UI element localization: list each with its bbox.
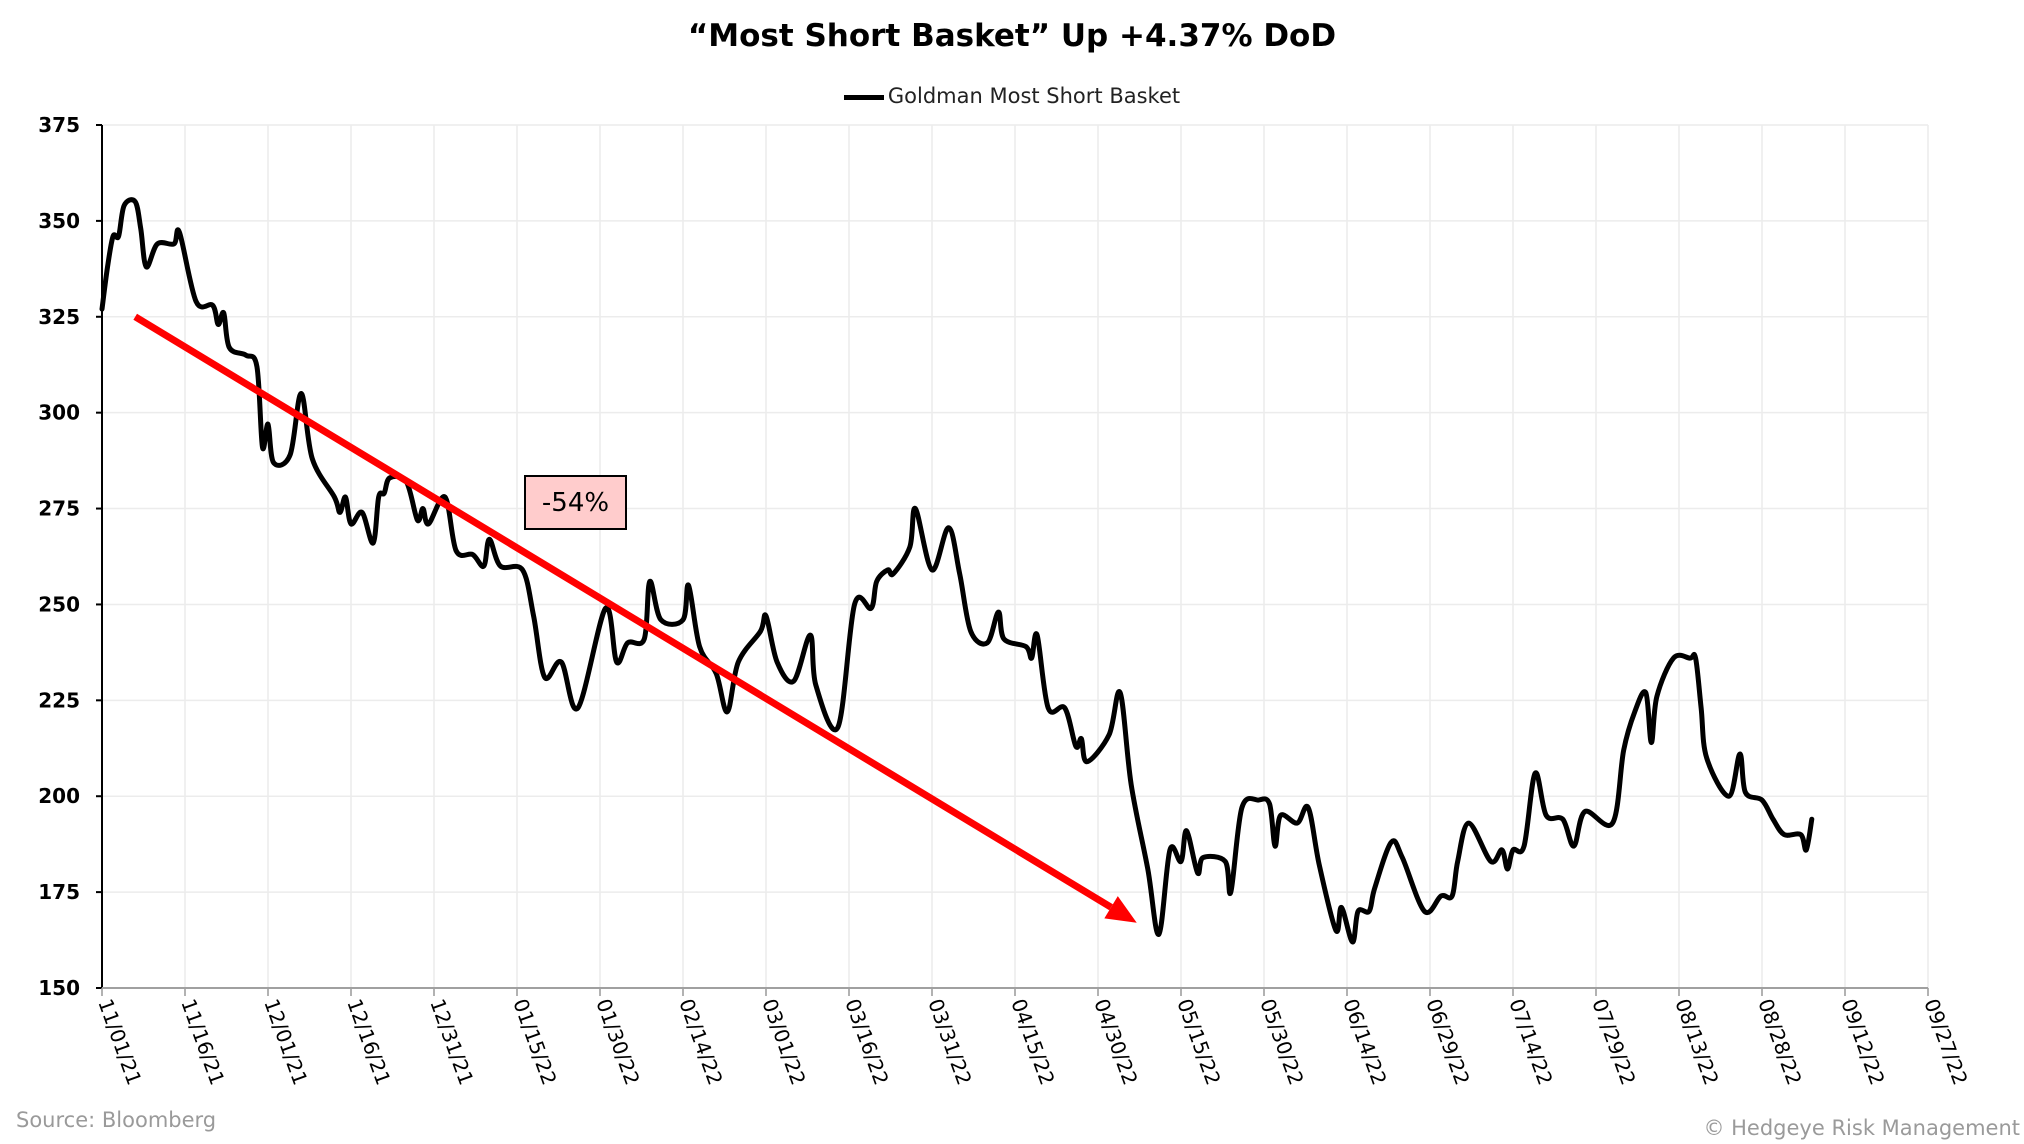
chart-title: “Most Short Basket” Up +4.37% DoD bbox=[687, 18, 1337, 54]
x-tick-label: 07/14/22 bbox=[1504, 996, 1557, 1089]
x-tick-label: 05/30/22 bbox=[1255, 996, 1308, 1089]
x-tick-label: 04/30/22 bbox=[1089, 996, 1142, 1089]
x-tick-label: 11/16/21 bbox=[176, 996, 229, 1089]
trend-arrow-line bbox=[133, 313, 1113, 911]
y-tick-label: 325 bbox=[38, 305, 80, 329]
y-tick-label: 175 bbox=[38, 880, 80, 904]
legend-swatch bbox=[843, 94, 884, 100]
x-tick-label: 06/14/22 bbox=[1338, 996, 1391, 1089]
y-tick-label: 350 bbox=[38, 209, 80, 233]
x-tick-label: 12/31/21 bbox=[425, 996, 478, 1089]
x-tick-label: 05/15/22 bbox=[1172, 996, 1225, 1089]
x-tick-label: 09/27/22 bbox=[1919, 996, 1972, 1089]
y-tick-label: 200 bbox=[38, 784, 80, 808]
x-tick-label: 01/15/22 bbox=[508, 996, 561, 1089]
y-tick-label: 150 bbox=[38, 976, 80, 1000]
x-tick-label: 08/13/22 bbox=[1670, 996, 1723, 1089]
annotation-label: -54% bbox=[524, 475, 627, 530]
x-tick-label: 03/16/22 bbox=[840, 996, 893, 1089]
x-tick-label: 11/01/21 bbox=[93, 996, 146, 1089]
x-tick-label: 12/01/21 bbox=[259, 996, 312, 1089]
y-tick-label: 375 bbox=[38, 113, 80, 137]
x-tick-label: 02/14/22 bbox=[674, 996, 727, 1089]
trend-arrow-head bbox=[1104, 896, 1137, 923]
legend-label: Goldman Most Short Basket bbox=[887, 84, 1181, 108]
x-tick-label: 01/30/22 bbox=[591, 996, 644, 1089]
legend: Goldman Most Short Basket bbox=[0, 84, 2024, 108]
x-tick-label: 09/12/22 bbox=[1836, 996, 1889, 1089]
x-tick-label: 03/01/22 bbox=[757, 996, 810, 1089]
copyright-note: © Hedgeye Risk Management bbox=[1703, 1116, 2020, 1140]
y-tick-label: 225 bbox=[38, 688, 80, 712]
y-tick-label: 275 bbox=[38, 497, 80, 521]
y-tick-label: 300 bbox=[38, 401, 80, 425]
x-tick-label: 08/28/22 bbox=[1753, 996, 1806, 1089]
x-tick-label: 07/29/22 bbox=[1587, 996, 1640, 1089]
x-tick-label: 06/29/22 bbox=[1421, 996, 1474, 1089]
source-note: Source: Bloomberg bbox=[16, 1108, 217, 1132]
x-tick-label: 04/15/22 bbox=[1006, 996, 1059, 1089]
x-tick-label: 12/16/21 bbox=[342, 996, 395, 1089]
x-tick-label: 03/31/22 bbox=[923, 996, 976, 1089]
y-tick-label: 250 bbox=[38, 592, 80, 616]
series-line bbox=[99, 197, 1815, 945]
